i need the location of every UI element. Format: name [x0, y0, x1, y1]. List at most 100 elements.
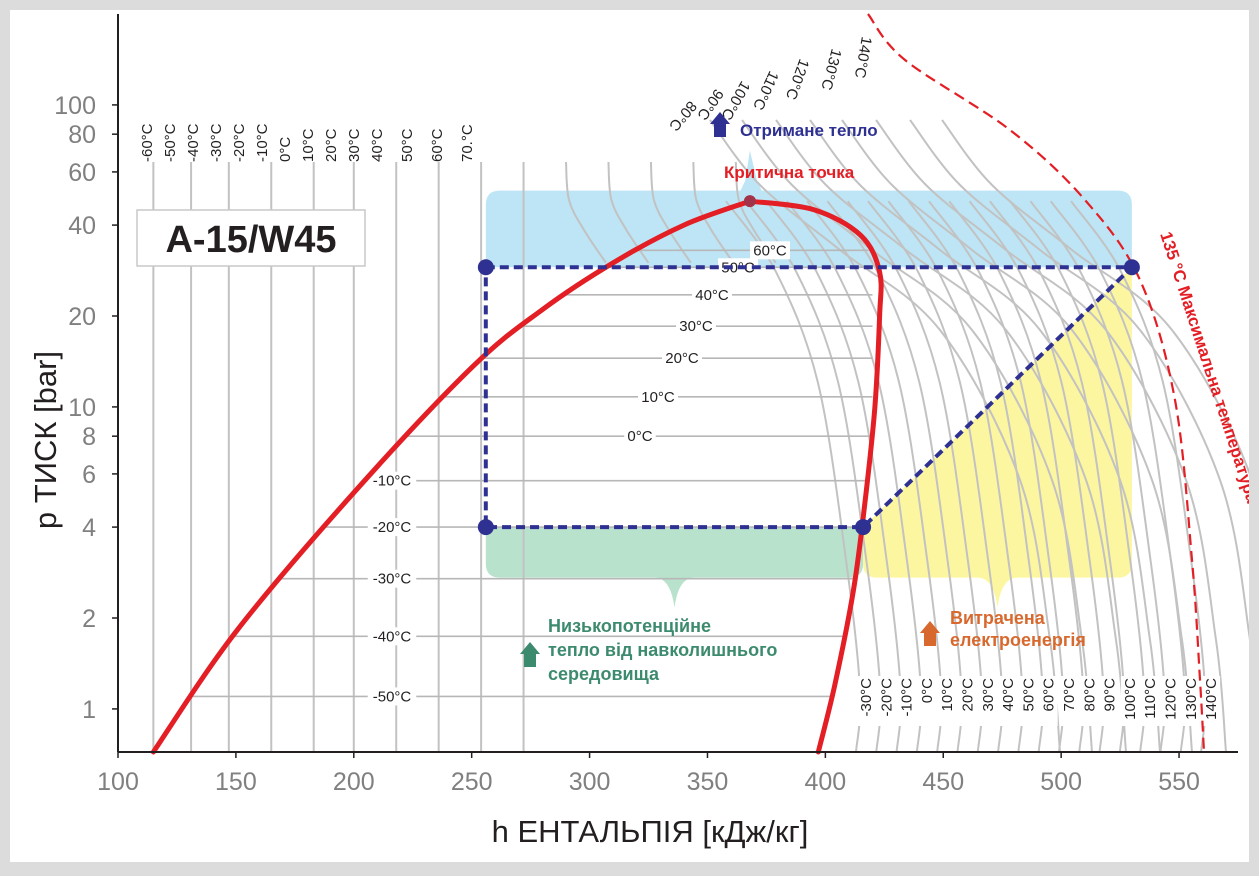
isotherm-bottom-label-bg	[958, 676, 977, 726]
max-temperature-label: 135 °С Максимальна температура	[1156, 229, 1249, 505]
saturation-label-bg	[662, 349, 702, 368]
isotherm-bottom-label: 100°C	[1122, 678, 1139, 720]
isotherm-bottom-label-bg	[877, 676, 896, 726]
y-tick-label: 1	[82, 696, 96, 724]
x-tick-label: 350	[687, 768, 729, 796]
isotherm-bottom-label: 110°C	[1142, 678, 1159, 719]
x-tick-label: 450	[922, 768, 964, 796]
chart-frame: 60°C 50°C 40°C 30°C 20°C 10°C 0°C -10°C -20°C -30…	[10, 10, 1259, 862]
isotherm-bottom-label: 10°C	[939, 678, 956, 712]
isotherm-top-label: 60°C	[429, 128, 446, 162]
work-label: електроенергія	[950, 630, 1086, 650]
saturation-label: 40°C	[695, 287, 729, 304]
isotherm-bottom-label: 70°C	[1061, 678, 1078, 712]
saturation-label-bg	[367, 518, 417, 537]
isotherm-bottom-label: 50°C	[1020, 678, 1037, 712]
y-tick-label: 2	[82, 605, 96, 633]
isotherm-line	[775, 119, 1127, 753]
isotherm-bottom-label: 40°C	[1000, 678, 1017, 712]
cycle-point	[477, 519, 494, 536]
isotherm-bottom-label: 90°C	[1102, 678, 1119, 712]
isotherm-line	[649, 161, 692, 264]
isotherm-bottom-label-bg	[1060, 676, 1078, 726]
cycle-point	[1123, 259, 1140, 276]
y-tick-label: 20	[68, 303, 96, 331]
isotherm-bottom-label-bg	[1202, 676, 1221, 726]
saturation-label: 30°C	[679, 318, 713, 335]
cycle-point	[477, 259, 494, 276]
isotherm-top-label: 30°C	[346, 128, 363, 162]
isotherm-bottom-label-bg	[897, 676, 916, 726]
max-temperature-line	[867, 13, 1206, 753]
saturation-label: -10°C	[373, 473, 412, 490]
isotherm-top-label: -50°C	[162, 123, 179, 162]
isotherm-bottom-label-bg	[917, 676, 936, 726]
isotherm-bottom-label-bg	[1120, 676, 1139, 726]
x-tick-label: 550	[1158, 768, 1200, 796]
isotherm-line	[841, 119, 1193, 753]
y-tick-label: 40	[68, 212, 96, 240]
isotherm-top-label: 140°C	[851, 35, 875, 79]
isotherm-line	[741, 119, 1093, 753]
x-tick-label: 200	[333, 768, 375, 796]
x-axis-title: h ЕНТАЛЬПІЯ [кДж/кг]	[492, 814, 809, 849]
y-tick-label: 8	[82, 423, 96, 451]
saturation-label-bg	[367, 569, 417, 588]
y-tick-label: 10	[68, 394, 96, 422]
critical-point-label: Критична точка	[724, 163, 855, 182]
isotherm-top-label: 70.°C	[459, 124, 476, 162]
isotherm-line	[875, 119, 1227, 753]
isotherm-bottom-label: 130°C	[1183, 678, 1200, 720]
isotherm-top-label: 50°C	[399, 128, 416, 162]
x-tick-label: 100	[97, 768, 139, 796]
isotherm-bottom-label-bg	[1019, 676, 1038, 726]
x-tick-label: 250	[451, 768, 493, 796]
isotherm-bottom-label: -20°C	[878, 678, 895, 717]
y-tick-label: 6	[82, 461, 96, 489]
saturation-label: -50°C	[373, 688, 412, 705]
saturated-liquid-line	[150, 198, 753, 755]
isotherm-top-label: 80°C	[665, 97, 700, 134]
isotherm-bottom-label-bg	[978, 676, 997, 726]
isotherm-bottom-label: 30°C	[980, 678, 997, 712]
cycle-point	[855, 519, 872, 536]
isotherm-top-label: 120°C	[782, 57, 812, 102]
isotherm-top-label: 10°C	[300, 128, 317, 162]
isotherm-top-label: 20°C	[323, 128, 340, 162]
ph-diagram: 60°C50°C40°C30°C20°C10°C0°C-10°C-20°C-30…	[28, 13, 1259, 849]
isotherm-bottom-label: 120°C	[1163, 678, 1180, 720]
isotherm-line	[745, 200, 882, 753]
isotherm-top-label: -40°C	[185, 123, 202, 162]
isotherm-bottom-label-bg	[857, 676, 875, 726]
isotherm-top-label: 0°C	[277, 137, 294, 162]
saturation-label: -40°C	[373, 628, 412, 645]
saturation-label-bg	[676, 317, 716, 336]
isotherm-top-label: -30°C	[208, 123, 225, 162]
isotherm-bottom-label-bg	[1161, 676, 1180, 726]
isotherm-bottom-label: 80°C	[1081, 678, 1098, 712]
heat-in-label: тепло від навколишнього	[548, 640, 777, 660]
saturation-label: 20°C	[665, 350, 699, 367]
isotherm-top-label: 110°C	[749, 68, 782, 112]
saturation-label-bg	[692, 285, 732, 304]
isotherm-bottom-label: 0°C	[919, 678, 936, 703]
isotherm-bottom-label-bg	[1039, 676, 1058, 726]
heat-out-label: Отримане тепло	[740, 121, 878, 140]
saturation-label: 60°C	[753, 242, 787, 259]
y-axis-title: p ТИСК [bar]	[28, 351, 63, 529]
title-box	[136, 209, 366, 267]
isotherm-top-label: -60°C	[139, 123, 156, 162]
chart-title: A-15/W45	[165, 219, 336, 261]
isotherm-bottom-label-bg	[1181, 676, 1200, 726]
saturation-label-bg	[624, 427, 656, 446]
isotherm-bottom-label: -30°C	[858, 678, 875, 717]
saturation-label: 10°C	[641, 389, 675, 406]
arrow-up-icon	[520, 642, 540, 667]
isotherm-bottom-label-bg	[999, 676, 1018, 726]
saturation-label-bg	[367, 627, 417, 646]
isotherm-top-label: 130°C	[817, 47, 844, 92]
saturation-label-bg	[367, 687, 417, 706]
saturation-label: -20°C	[373, 519, 412, 536]
isotherm-bottom-label: -10°C	[899, 678, 916, 717]
arrow-up-icon	[710, 112, 730, 137]
